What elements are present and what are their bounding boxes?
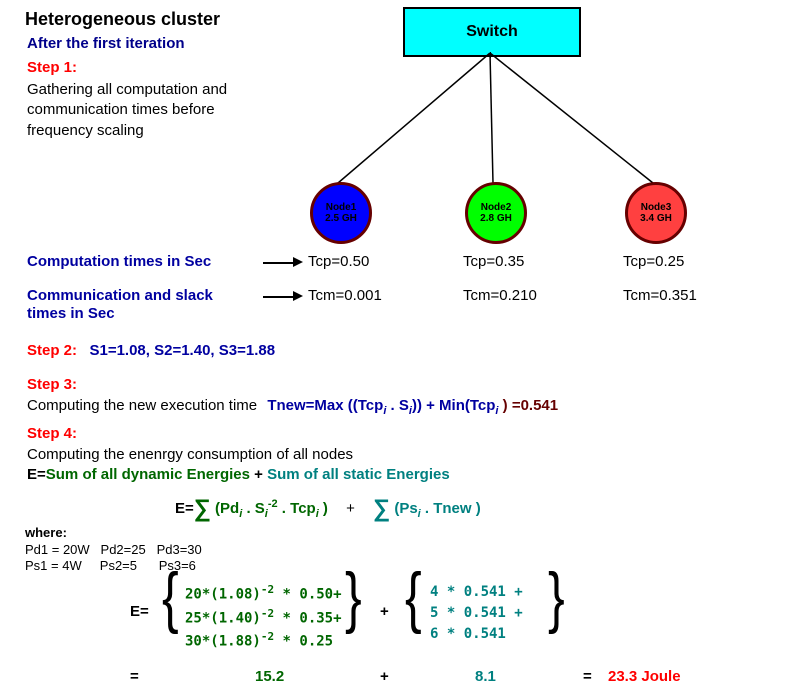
sigma-icon-2: ∑ — [373, 495, 390, 522]
dyn-line-0: 20*(1.08)-2 * 0.50+ — [185, 582, 342, 606]
result-stat: 8.1 — [475, 668, 496, 685]
arrow-comm — [263, 296, 293, 298]
dyn-line-1: 25*(1.40)-2 * 0.35+ — [185, 606, 342, 630]
arrow-comm-head — [293, 291, 303, 301]
stat-calc-lines: 4 * 0.541 + 5 * 0.541 + 6 * 0.541 — [430, 582, 523, 645]
switch-tick — [490, 52, 491, 58]
step4-label: Step 4: — [27, 425, 77, 442]
comp-times-label: Computation times in Sec — [27, 253, 211, 270]
sigma-icon: ∑ — [194, 495, 211, 522]
tcp-2: Tcp=0.25 — [623, 253, 684, 270]
tcp-0: Tcp=0.50 — [308, 253, 369, 270]
brace-open-1: { — [162, 563, 179, 631]
diagram-container: Heterogeneous cluster After the first it… — [0, 0, 800, 698]
tcm-2: Tcm=0.351 — [623, 287, 697, 304]
brace-open-2: { — [405, 563, 422, 631]
title-main: Heterogeneous cluster — [25, 9, 220, 30]
stat-expr: (Psi . Tnew ) — [394, 500, 480, 517]
arrow-comp — [263, 262, 293, 264]
stat-line-2: 6 * 0.541 — [430, 624, 523, 645]
step1-label: Step 1: — [27, 59, 77, 76]
brace-close-2: } — [548, 563, 565, 631]
stat-line-0: 4 * 0.541 + — [430, 582, 523, 603]
node-2: Node22.8 GH — [465, 182, 527, 244]
step3-label: Step 3: — [27, 376, 77, 393]
result-dyn: 15.2 — [255, 668, 284, 685]
tcm-0: Tcm=0.001 — [308, 287, 382, 304]
dyn-calc-lines: 20*(1.08)-2 * 0.50+ 25*(1.40)-2 * 0.35+ … — [185, 582, 342, 653]
step2-label: Step 2: — [27, 342, 77, 359]
result-total: 23.3 Joule — [608, 668, 681, 685]
step3-text: Computing the new execution time — [27, 397, 257, 414]
calc-e-eq: E= — [130, 603, 149, 620]
step1-text: Gathering all computation and communicat… — [27, 80, 227, 141]
result-plus: + — [380, 668, 389, 685]
result-line: = — [130, 668, 139, 685]
dyn-line-2: 30*(1.88)-2 * 0.25 — [185, 629, 342, 653]
step2-row: Step 2: S1=1.08, S2=1.40, S3=1.88 — [27, 342, 275, 360]
comm-times-label: Communication and slacktimes in Sec — [27, 287, 213, 323]
switch-label: Switch — [466, 23, 518, 41]
tcm-1: Tcm=0.210 — [463, 287, 537, 304]
node-1: Node12.5 GH — [310, 182, 372, 244]
subtitle: After the first iteration — [27, 35, 185, 52]
calc-plus: + — [380, 603, 389, 620]
formula-sigma-line: E=∑ (Pdi . Si-2 . Tcpi ) + ∑ (Psi . Tnew… — [175, 495, 481, 523]
where-label: where: — [25, 525, 67, 540]
dyn-expr: (Pdi . Si-2 . Tcpi ) — [215, 500, 332, 517]
brace-close-1: } — [345, 563, 362, 631]
node-3: Node33.4 GH — [625, 182, 687, 244]
switch-box: Switch — [403, 7, 581, 57]
tcp-1: Tcp=0.35 — [463, 253, 524, 270]
tnew-formula: Tnew=Max ((Tcpi . Si)) + Min(Tcpi ) =0.5… — [267, 397, 558, 414]
step3-line: Computing the new execution time Tnew=Ma… — [27, 397, 558, 417]
step2-values: S1=1.08, S2=1.40, S3=1.88 — [89, 342, 275, 359]
step4-text: Computing the enenrgy consumption of all… — [27, 446, 353, 463]
step4-e-line: E=Sum of all dynamic Energies + Sum of a… — [27, 466, 450, 483]
pd-row: Pd1 = 20W Pd2=25 Pd3=30 — [25, 542, 202, 557]
result-eq2: = — [583, 668, 592, 685]
arrow-comp-head — [293, 257, 303, 267]
stat-line-1: 5 * 0.541 + — [430, 603, 523, 624]
